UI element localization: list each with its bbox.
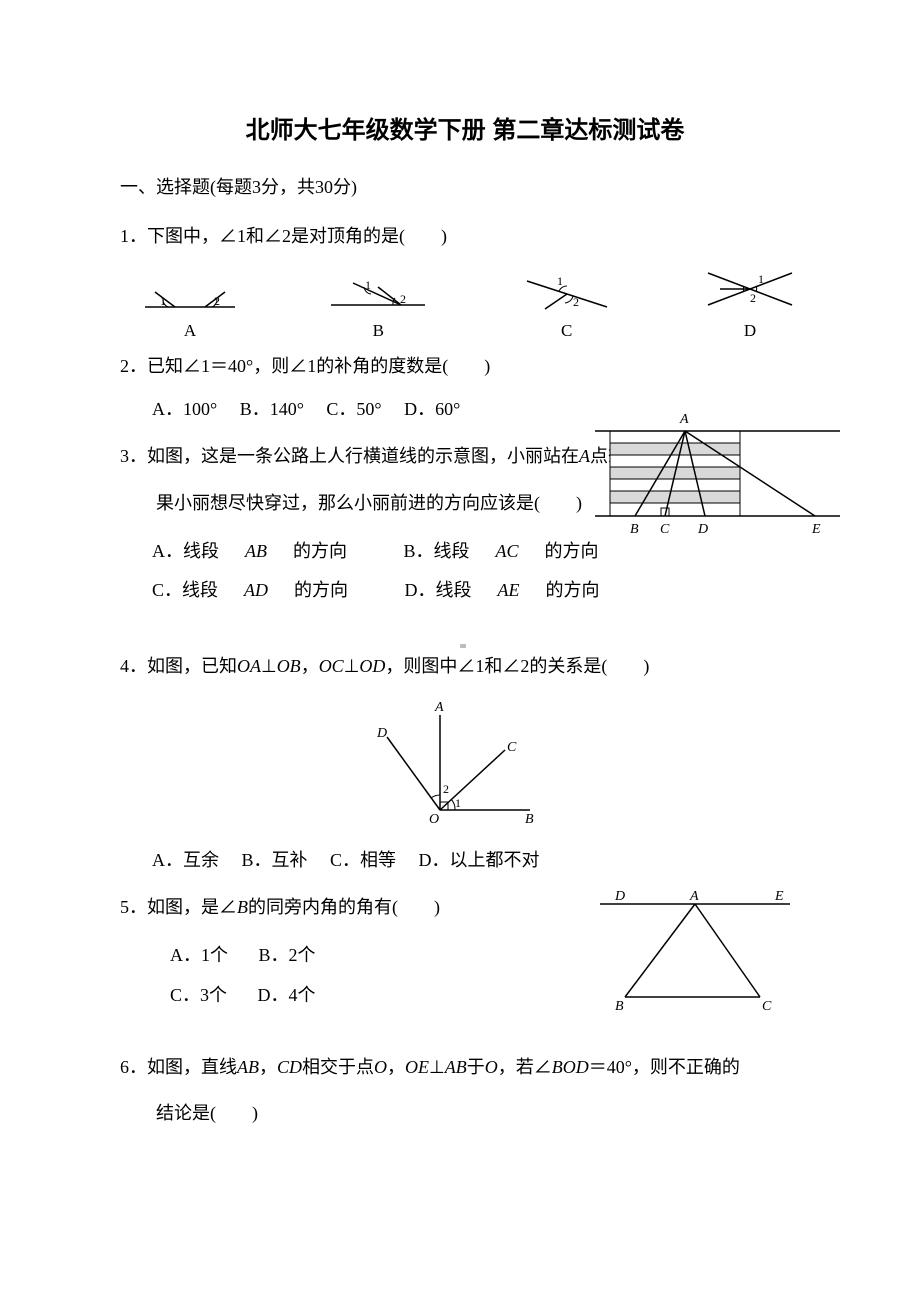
svg-text:A: A <box>689 889 699 904</box>
svg-text:1: 1 <box>557 274 563 288</box>
svg-text:D: D <box>614 889 625 904</box>
q5-opt-a: A．1个 <box>170 945 228 965</box>
question-1-text: 1．下图中，∠1和∠2是对顶角的是( ) <box>120 219 810 253</box>
q1-fig-b: 1 2 B <box>323 275 433 341</box>
q2-opt-a: A．100° <box>152 399 217 419</box>
q4-opt-c: C．相等 <box>330 850 396 870</box>
question-6-line2: 结论是( ) <box>120 1096 810 1130</box>
svg-text:C: C <box>507 740 517 755</box>
q3-svg: A B C D E <box>590 391 850 551</box>
svg-text:O: O <box>429 812 439 825</box>
svg-text:2: 2 <box>573 295 579 309</box>
question-3-wrap: 3．如图，这是一条公路上人行横道线的示意图，小丽站在A点想穿过公路，如 果小丽想… <box>120 439 810 611</box>
q4-opt-b: B．互补 <box>242 850 308 870</box>
svg-text:D: D <box>697 522 708 537</box>
svg-text:2: 2 <box>214 294 220 308</box>
q1-svg-b: 1 2 <box>323 275 433 315</box>
question-5-wrap: 5．如图，是∠B的同旁内角的角有( ) A．1个 B．2个 C．3个 D．4个 … <box>120 890 810 1015</box>
spacer-2 <box>120 1036 810 1050</box>
q1-fig-c: 1 2 C <box>517 271 617 341</box>
svg-text:B: B <box>630 522 639 537</box>
svg-text:1: 1 <box>365 278 371 292</box>
svg-text:B: B <box>615 999 624 1012</box>
q1-fig-a: 1 2 A <box>140 279 240 341</box>
q1-label-c: C <box>561 321 572 341</box>
q5-figure: D A E B C <box>590 882 800 1017</box>
q1-svg-d: 1 2 <box>700 265 800 315</box>
q5-opt-b: B．2个 <box>259 945 316 965</box>
question-2-text: 2．已知∠1＝40°，则∠1的补角的度数是( ) <box>120 349 810 383</box>
question-6-text: 6．如图，直线AB，CD相交于点O，OE⊥AB于O，若∠BOD＝40°，则不正确… <box>120 1050 810 1084</box>
page: 北师大七年级数学下册 第二章达标测试卷 一、选择题(每题3分，共30分) 1．下… <box>0 0 920 1302</box>
svg-text:1: 1 <box>455 796 461 810</box>
svg-text:2: 2 <box>400 292 406 306</box>
svg-text:2: 2 <box>443 782 449 796</box>
q4-opt-d: D．以上都不对 <box>419 850 540 870</box>
q5-opt-d: D．4个 <box>258 985 316 1005</box>
svg-text:B: B <box>525 812 534 825</box>
question-4-text: 4．如图，已知OA⊥OB，OC⊥OD，则图中∠1和∠2的关系是( ) <box>120 649 810 683</box>
section-1-heading: 一、选择题(每题3分，共30分) <box>120 173 810 199</box>
svg-text:1: 1 <box>160 294 166 308</box>
q5-opt-c: C．3个 <box>170 985 227 1005</box>
q4-figure: A B C D O 1 2 <box>120 695 810 830</box>
q3-opt-c: C．线段AD的方向 <box>152 580 374 600</box>
q2-opt-b: B．140° <box>240 399 304 419</box>
q1-label-a: A <box>184 321 196 341</box>
q3-opt-d: D．线段AE的方向 <box>405 580 626 600</box>
svg-text:1: 1 <box>758 272 764 286</box>
q3-figure: A B C D E <box>590 391 850 556</box>
q3-l1-pre: 3．如图，这是一条公路上人行横道线的示意图，小丽站在 <box>120 446 579 466</box>
q2-opt-c: C．50° <box>326 399 381 419</box>
svg-text:A: A <box>679 412 689 427</box>
svg-text:E: E <box>774 889 784 904</box>
question-4-options: A．互余 B．互补 C．相等 D．以上都不对 <box>120 846 810 872</box>
document-title: 北师大七年级数学下册 第二章达标测试卷 <box>120 110 810 145</box>
page-dot-marker <box>460 644 466 648</box>
q4-svg: A B C D O 1 2 <box>365 695 565 825</box>
q1-label-b: B <box>373 321 384 341</box>
svg-text:C: C <box>660 522 670 537</box>
q3-l1-A: A <box>579 446 590 466</box>
q4-opt-a: A．互余 <box>152 850 219 870</box>
svg-text:E: E <box>811 522 821 537</box>
q1-svg-a: 1 2 <box>140 279 240 315</box>
q1-label-d: D <box>744 321 756 341</box>
q5-svg: D A E B C <box>590 882 800 1012</box>
svg-text:C: C <box>762 999 772 1012</box>
question-1-figures: 1 2 A 1 2 B 1 2 <box>140 265 800 341</box>
q2-opt-d: D．60° <box>404 399 460 419</box>
svg-text:D: D <box>376 726 387 741</box>
q1-fig-d: 1 2 D <box>700 265 800 341</box>
svg-text:2: 2 <box>750 291 756 305</box>
svg-text:A: A <box>434 700 444 715</box>
q3-opt-a: A．线段AB的方向 <box>152 541 373 561</box>
q1-svg-c: 1 2 <box>517 271 617 315</box>
